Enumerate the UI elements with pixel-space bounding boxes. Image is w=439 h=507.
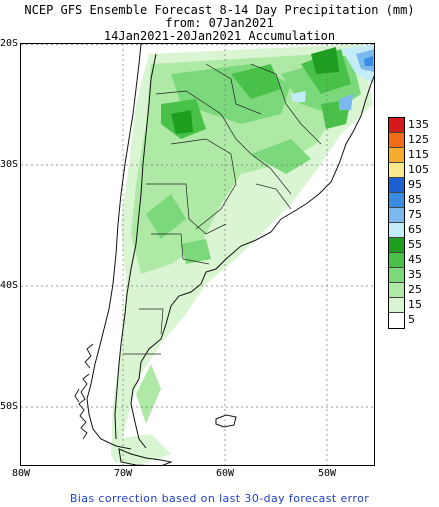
legend-swatch [389, 268, 404, 283]
lon-label-60w: 60W [216, 468, 235, 479]
legend-value-label: 65 [408, 223, 422, 236]
map-gridlines [21, 44, 374, 465]
legend-value-label: 85 [408, 193, 422, 206]
legend-value-label: 55 [408, 238, 422, 251]
legend-colorbar [388, 117, 405, 329]
precipitation-map [20, 43, 375, 466]
legend-swatch [389, 283, 404, 298]
legend-value-label: 45 [408, 253, 422, 266]
legend-swatch [389, 298, 404, 313]
forecast-date: from: 07Jan2021 [165, 16, 274, 30]
lat-label-30s: 30S [0, 159, 19, 170]
legend-value-label: 15 [408, 298, 422, 311]
legend-swatch [389, 133, 404, 148]
lat-label-40s: 40S [0, 280, 19, 291]
legend-swatch [389, 313, 404, 328]
map-title: NCEP GFS Ensemble Forecast 8-14 Day Prec… [24, 3, 415, 17]
precipitation-shading [111, 44, 374, 464]
legend-value-label: 5 [408, 313, 415, 326]
bias-correction-note: Bias correction based on last 30-day for… [69, 492, 370, 505]
legend-swatch [389, 148, 404, 163]
accumulation-period: 14Jan2021-20Jan2021 Accumulation [103, 29, 336, 43]
lat-label-50s: 50S [0, 401, 19, 412]
lon-label-80w: 80W [12, 468, 31, 479]
internal-borders [123, 63, 322, 355]
map-canvas [21, 44, 374, 465]
legend-swatch [389, 163, 404, 178]
legend-value-label: 75 [408, 208, 422, 221]
legend-swatch [389, 253, 404, 268]
legend-swatch [389, 193, 404, 208]
coastlines [86, 44, 374, 465]
legend-swatch [389, 118, 404, 133]
legend-value-label: 35 [408, 268, 422, 281]
legend-value-label: 105 [408, 163, 429, 176]
legend-value-label: 125 [408, 133, 429, 146]
legend-swatch [389, 178, 404, 193]
legend-swatch [389, 238, 404, 253]
legend-value-label: 115 [408, 148, 429, 161]
legend-swatch [389, 223, 404, 238]
lon-label-70w: 70W [114, 468, 133, 479]
legend-value-label: 95 [408, 178, 422, 191]
legend-value-label: 135 [408, 118, 429, 131]
lat-label-20s: 20S [0, 38, 19, 49]
legend-value-label: 25 [408, 283, 422, 296]
lon-label-50w: 50W [318, 468, 337, 479]
legend-swatch [389, 208, 404, 223]
fjords [74, 343, 94, 440]
